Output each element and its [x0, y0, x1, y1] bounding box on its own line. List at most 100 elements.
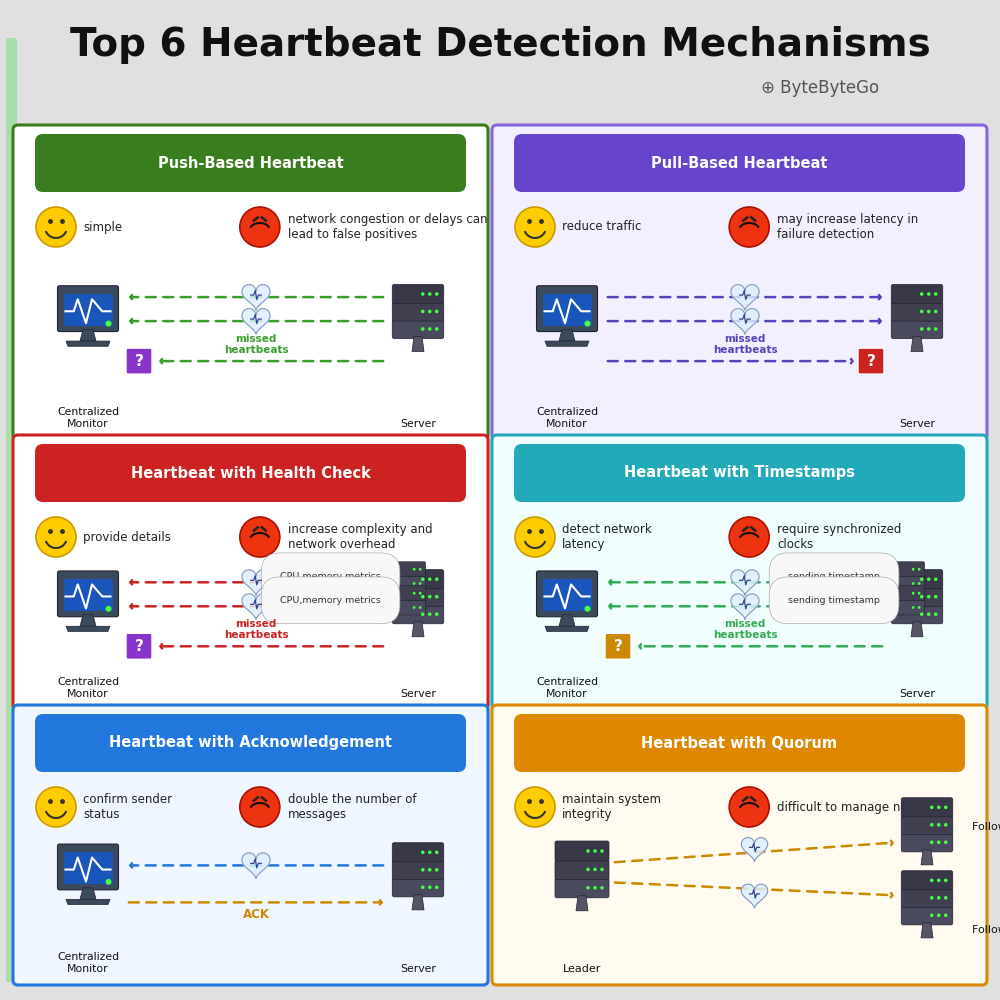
Circle shape: [240, 517, 280, 557]
FancyBboxPatch shape: [13, 705, 488, 985]
FancyBboxPatch shape: [891, 302, 943, 321]
Circle shape: [428, 851, 432, 854]
Text: sending timestamp: sending timestamp: [788, 596, 880, 605]
Text: Leader: Leader: [563, 964, 601, 974]
Circle shape: [428, 327, 432, 331]
Text: ACK: ACK: [242, 908, 270, 921]
Polygon shape: [911, 622, 923, 637]
FancyBboxPatch shape: [35, 134, 466, 192]
FancyBboxPatch shape: [891, 605, 943, 624]
FancyBboxPatch shape: [392, 302, 444, 321]
Text: Centralized
Monitor: Centralized Monitor: [57, 952, 119, 974]
Circle shape: [435, 292, 439, 296]
Circle shape: [586, 868, 590, 871]
Circle shape: [729, 207, 769, 247]
Polygon shape: [911, 337, 923, 352]
Text: ⊕ ByteByteGo: ⊕ ByteByteGo: [761, 79, 879, 97]
Circle shape: [586, 886, 590, 890]
Text: missed
heartbeats: missed heartbeats: [713, 334, 777, 355]
Circle shape: [515, 207, 555, 247]
Circle shape: [428, 292, 432, 296]
Text: Centralized
Monitor: Centralized Monitor: [57, 677, 119, 699]
Circle shape: [36, 207, 76, 247]
Text: CPU,memory metrics: CPU,memory metrics: [280, 596, 381, 605]
Text: Follower B: Follower B: [972, 925, 1000, 935]
Circle shape: [937, 879, 941, 882]
Text: Centralized
Monitor: Centralized Monitor: [536, 407, 598, 429]
Circle shape: [912, 568, 915, 571]
FancyBboxPatch shape: [392, 878, 444, 897]
Circle shape: [912, 592, 915, 595]
Circle shape: [912, 606, 915, 609]
FancyBboxPatch shape: [492, 705, 987, 985]
Polygon shape: [412, 337, 424, 352]
Circle shape: [920, 612, 924, 616]
FancyBboxPatch shape: [891, 319, 943, 339]
Circle shape: [927, 577, 931, 581]
Polygon shape: [731, 570, 759, 595]
Text: ?: ?: [867, 354, 875, 369]
Polygon shape: [545, 341, 589, 346]
Polygon shape: [80, 330, 96, 341]
Circle shape: [428, 577, 432, 581]
Circle shape: [515, 787, 555, 827]
Circle shape: [934, 577, 938, 581]
Circle shape: [105, 321, 111, 327]
Circle shape: [930, 806, 934, 809]
Text: Heartbeat with Timestamps: Heartbeat with Timestamps: [624, 466, 855, 481]
Circle shape: [930, 896, 934, 900]
Text: confirm sender
status: confirm sender status: [83, 793, 172, 821]
Circle shape: [421, 612, 425, 616]
Text: ?: ?: [135, 639, 143, 654]
Text: reduce traffic: reduce traffic: [562, 221, 641, 233]
Text: Server: Server: [400, 419, 436, 429]
FancyBboxPatch shape: [126, 633, 152, 659]
Text: Heartbeat with Acknowledgement: Heartbeat with Acknowledgement: [109, 736, 392, 750]
Polygon shape: [242, 853, 270, 878]
Polygon shape: [731, 309, 759, 334]
Polygon shape: [80, 615, 96, 626]
Circle shape: [930, 840, 934, 844]
Text: require synchronized
clocks: require synchronized clocks: [777, 523, 902, 551]
Text: Centralized
Monitor: Centralized Monitor: [536, 677, 598, 699]
FancyBboxPatch shape: [392, 843, 444, 862]
Text: Heartbeat with Health Check: Heartbeat with Health Check: [131, 466, 370, 481]
Circle shape: [918, 592, 921, 595]
Circle shape: [934, 327, 938, 331]
FancyBboxPatch shape: [392, 860, 444, 879]
Circle shape: [944, 913, 948, 917]
Polygon shape: [559, 615, 575, 626]
Polygon shape: [242, 309, 270, 334]
Polygon shape: [242, 570, 270, 595]
FancyBboxPatch shape: [126, 348, 152, 374]
Text: Heartbeat with Quorum: Heartbeat with Quorum: [641, 736, 838, 750]
Circle shape: [937, 840, 941, 844]
Circle shape: [428, 595, 432, 598]
Text: Top 6 Heartbeat Detection Mechanisms: Top 6 Heartbeat Detection Mechanisms: [70, 26, 930, 64]
FancyBboxPatch shape: [858, 348, 884, 374]
FancyBboxPatch shape: [555, 859, 609, 879]
Text: double the number of
messages: double the number of messages: [288, 793, 416, 821]
Text: maintain system
integrity: maintain system integrity: [562, 793, 661, 821]
Polygon shape: [731, 285, 759, 310]
FancyBboxPatch shape: [901, 798, 953, 817]
FancyBboxPatch shape: [555, 878, 609, 898]
FancyBboxPatch shape: [57, 571, 119, 617]
Circle shape: [421, 310, 425, 313]
Circle shape: [435, 885, 439, 889]
Circle shape: [584, 606, 590, 612]
Polygon shape: [66, 899, 110, 905]
FancyBboxPatch shape: [514, 444, 965, 502]
FancyBboxPatch shape: [35, 714, 466, 772]
Circle shape: [435, 868, 439, 872]
Circle shape: [927, 612, 931, 616]
Circle shape: [937, 806, 941, 809]
Text: increase complexity and
network overhead: increase complexity and network overhead: [288, 523, 432, 551]
Polygon shape: [576, 896, 588, 911]
FancyBboxPatch shape: [390, 586, 426, 601]
FancyBboxPatch shape: [889, 562, 925, 577]
Text: missed
heartbeats: missed heartbeats: [224, 619, 288, 640]
Circle shape: [930, 823, 934, 827]
Polygon shape: [80, 888, 96, 899]
Text: sending timestamp: sending timestamp: [788, 572, 880, 581]
